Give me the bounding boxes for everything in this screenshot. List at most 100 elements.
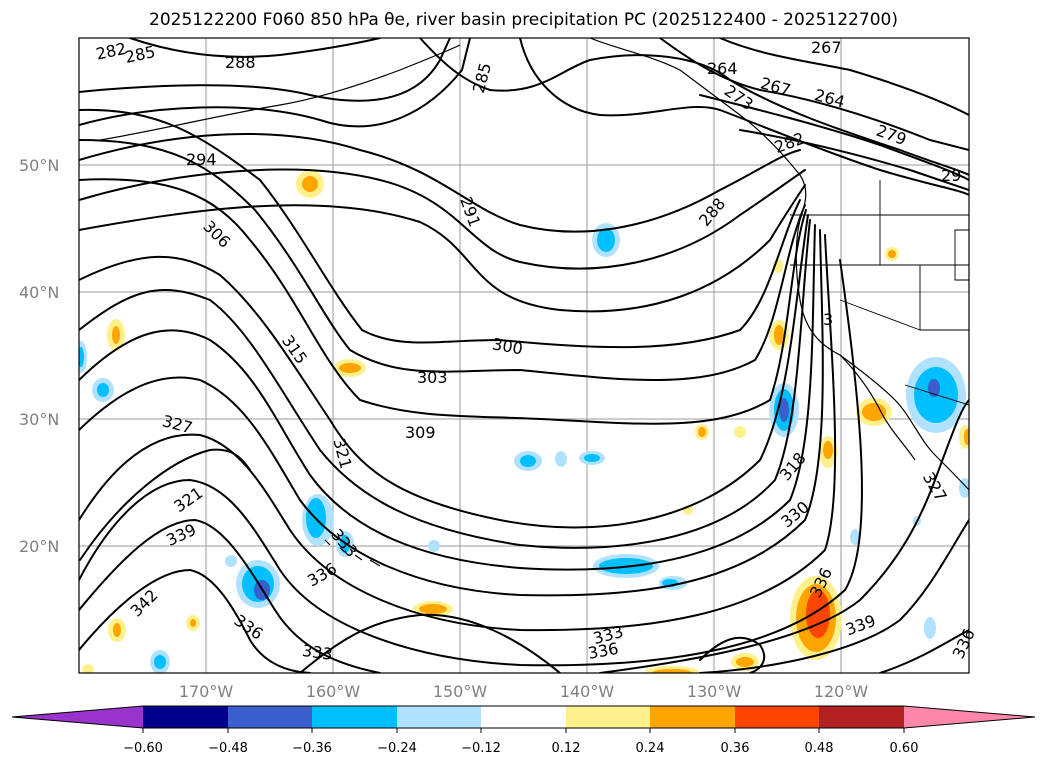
positive-patch <box>652 669 692 673</box>
negative-patch <box>428 540 440 552</box>
colorbar-tick-labels: −0.60 −0.48 −0.36 −0.24 −0.12 0.12 0.24 … <box>123 741 918 756</box>
positive-patch <box>964 429 969 445</box>
negative-patch <box>850 529 860 545</box>
contour-label: 294 <box>186 150 217 169</box>
contour-line <box>79 259 863 667</box>
contour-line <box>699 636 766 673</box>
contour-line <box>79 178 807 425</box>
positive-patch <box>736 657 754 667</box>
negative-patch <box>928 379 940 397</box>
colorbar-segment <box>819 706 904 728</box>
negative-patch <box>555 451 567 467</box>
colorbar-segment <box>735 706 819 728</box>
north-american-coast <box>795 219 969 491</box>
map-title: 2025122200 F060 850 hPa θe, river basin … <box>149 10 898 30</box>
contour-line <box>79 38 451 102</box>
contour-line <box>79 224 816 571</box>
negative-patch <box>225 555 237 567</box>
contour-line <box>79 168 806 270</box>
positive-patch <box>698 427 706 437</box>
colorbar: −0.60 −0.48 −0.36 −0.24 −0.12 0.12 0.24 … <box>11 705 1036 756</box>
us-mexico-border <box>904 384 969 406</box>
positive-patch <box>823 441 833 459</box>
negative-patch <box>924 617 936 639</box>
colorbar-segment <box>397 706 481 728</box>
lat-label: 20°N <box>19 537 59 556</box>
contour-line <box>599 399 969 673</box>
coastlines <box>99 38 969 567</box>
colorbar-tick-label: −0.24 <box>377 741 417 756</box>
contour-label: 309 <box>405 423 436 442</box>
contour-label: 288 <box>225 53 256 72</box>
contour-label: 3 <box>823 310 833 329</box>
negative-patch <box>520 455 536 467</box>
contour-label: 333 <box>301 641 334 664</box>
lon-label: 160°W <box>306 682 361 701</box>
negative-patch <box>79 347 84 367</box>
positive-patch <box>190 619 196 627</box>
baja-coast <box>839 354 916 461</box>
colorbar-segment <box>481 706 566 728</box>
state-border <box>954 229 969 281</box>
colorbar-tick-label: −0.60 <box>123 741 163 756</box>
positive-patch <box>734 426 746 438</box>
positive-patch <box>339 363 361 373</box>
colorbar-tick-label: −0.48 <box>208 741 248 756</box>
positive-patch <box>888 250 896 258</box>
contour-label: 29 <box>941 166 961 185</box>
positive-patch <box>774 325 784 345</box>
contour-label: 267 <box>811 38 842 57</box>
negative-patch <box>959 478 969 498</box>
negative-patch <box>97 383 109 397</box>
aleutian-islands <box>99 44 461 141</box>
contour-line <box>659 38 969 151</box>
contour-line <box>419 38 969 176</box>
colorbar-ticks <box>142 728 905 733</box>
contour-line <box>79 519 381 673</box>
contour-line <box>129 38 381 58</box>
colorbar-segment <box>143 706 228 728</box>
colorbar-segment <box>566 706 650 728</box>
political-borders <box>790 180 969 406</box>
hawaii-islands <box>324 539 381 567</box>
lon-label: 140°W <box>560 682 615 701</box>
contour-label: 264 <box>707 59 738 78</box>
lat-label: 30°N <box>19 410 59 429</box>
colorbar-extend-high <box>904 706 1035 728</box>
contour-line <box>519 38 969 196</box>
colorbar-tick-label: −0.12 <box>461 741 501 756</box>
longitude-labels: 170°W 160°W 150°W 140°W 130°W 120°W <box>179 682 869 701</box>
negative-patch <box>597 228 615 252</box>
contour-line <box>299 613 561 673</box>
contour-line <box>79 139 806 381</box>
positive-patch <box>113 623 121 637</box>
colorbar-extend-low <box>12 706 143 728</box>
latitude-labels: 50°N 40°N 30°N 20°N <box>19 156 59 556</box>
lon-label: 130°W <box>687 682 742 701</box>
contour-line <box>79 569 311 673</box>
contour-line <box>79 108 801 349</box>
negative-patch <box>779 398 789 422</box>
map-frame <box>78 37 970 674</box>
contour-line <box>79 133 801 233</box>
colorbar-segment <box>312 706 397 728</box>
colorbar-tick-label: 0.48 <box>805 741 834 756</box>
contour-line <box>79 38 471 128</box>
positive-patch <box>112 326 120 344</box>
colorbar-segment <box>650 706 735 728</box>
contour-line <box>79 234 837 632</box>
contour-line <box>79 219 811 549</box>
lon-label: 120°W <box>814 682 869 701</box>
contour-line <box>79 448 251 561</box>
alaska-coast <box>589 38 807 221</box>
colorbar-tick-label: 0.60 <box>890 741 919 756</box>
colorbar-segment <box>228 706 312 728</box>
contour-line <box>879 629 969 673</box>
lon-label: 150°W <box>433 682 488 701</box>
map-panel: 282 285 288 294 285 291 264 267 267 264 … <box>78 37 979 674</box>
lat-label: 40°N <box>19 283 59 302</box>
lat-label: 50°N <box>19 156 59 175</box>
positive-patch <box>82 664 94 673</box>
contour-line <box>79 214 809 529</box>
